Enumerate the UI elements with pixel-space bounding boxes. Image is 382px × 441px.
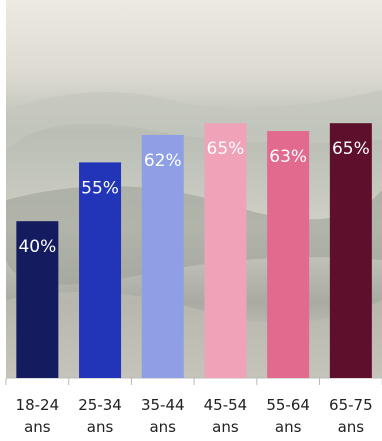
value-label: 65% [207,139,245,159]
value-label: 65% [332,139,370,159]
x-tick-label: 18-24 ans [15,396,60,436]
bar [16,221,59,378]
x-tick-label: 35-44 ans [140,396,185,436]
bar [79,162,122,378]
x-tick-label: 55-64 ans [266,396,310,436]
x-tick-label: 65-75 ans [329,396,373,436]
bar [267,131,310,378]
value-label: 63% [269,147,307,167]
bar [141,134,184,378]
bar [204,123,247,378]
value-label: 62% [144,151,182,171]
value-label: 55% [81,178,119,198]
x-tick-label: 45-54 ans [203,396,248,436]
x-tick-label: 25-34 ans [78,396,122,436]
value-label: 40% [18,237,56,257]
bar [329,123,372,378]
